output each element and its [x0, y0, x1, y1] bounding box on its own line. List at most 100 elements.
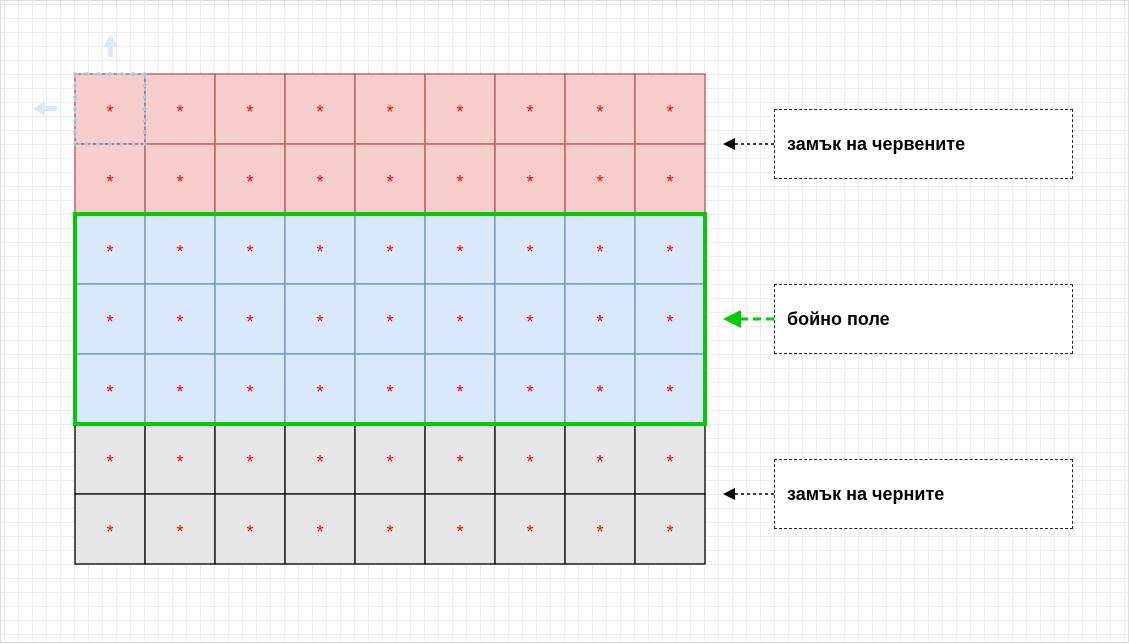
battlefield-cell-star: * [666, 242, 673, 262]
black-castle-cell [564, 493, 636, 565]
black-castle-cell [74, 493, 146, 565]
selection-handle-dot [73, 107, 77, 111]
red-castle-cell-star: * [176, 102, 183, 122]
selection-handle-dot [119, 142, 124, 146]
battlefield-cell [214, 213, 286, 285]
battlefield-cell [634, 283, 706, 355]
red-castle-cell-star: * [456, 102, 463, 122]
red-castle-cell-star: * [246, 172, 253, 192]
battlefield-cell-star: * [666, 382, 673, 402]
battlefield-label-box[interactable]: бойно поле [774, 284, 1073, 354]
red-castle-cell-star: * [526, 172, 533, 192]
black-castle-cell [144, 423, 216, 495]
battlefield-cell-star: * [316, 382, 323, 402]
battlefield-cell-star: * [106, 382, 113, 402]
battlefield-cell-star: * [526, 382, 533, 402]
selection-handle-dot [108, 142, 112, 146]
red-castle-cell [144, 143, 216, 215]
red-castle-cell-star: * [596, 102, 603, 122]
selection-handle-dot [84, 142, 89, 146]
battlefield-cell-star: * [106, 242, 113, 262]
black-castle-cell-star: * [106, 522, 113, 542]
battlefield-cell [424, 283, 496, 355]
selection-handle-dot [73, 130, 77, 135]
battlefield-cell [354, 213, 426, 285]
battlefield-cell [634, 353, 706, 425]
red-castle-cell-star: * [106, 172, 113, 192]
black-castle-cell-star: * [526, 522, 533, 542]
black-castle-cell-star: * [106, 452, 113, 472]
black-castle-cell-star: * [246, 522, 253, 542]
selection-handle-dot [143, 95, 147, 100]
black-castle-cell [354, 493, 426, 565]
battlefield-cell-star: * [106, 312, 113, 332]
selection-handle-dot [73, 72, 77, 76]
red-castle-cell [424, 73, 496, 145]
battlefield-cell-star: * [176, 382, 183, 402]
red-castle-cell [494, 143, 566, 215]
black-castle-cell [424, 493, 496, 565]
selection-handles [73, 72, 147, 146]
red-castle-arrow-icon [723, 138, 774, 150]
black-castle-label-box[interactable]: замък на черните [774, 459, 1073, 529]
black-castle-cell-star: * [386, 452, 393, 472]
red-castle-cell [494, 73, 566, 145]
red-castle-cell [564, 143, 636, 215]
battlefield-cell-star: * [316, 242, 323, 262]
red-castle-cell-star: * [316, 102, 323, 122]
selection-handle-dot [143, 107, 147, 111]
black-castle-cell [144, 493, 216, 565]
selection-handle-dot [143, 72, 147, 76]
black-castle-cell-star: * [666, 452, 673, 472]
arrow-up-icon [104, 34, 117, 57]
selection-handle-dot [73, 95, 77, 100]
red-castle-cell-star: * [316, 172, 323, 192]
battlefield-cell-star: * [176, 242, 183, 262]
battlefield-cell-star: * [526, 242, 533, 262]
battlefield-cell-star: * [456, 312, 463, 332]
battlefield-cell-star: * [246, 382, 253, 402]
battlefield-cell [564, 283, 636, 355]
battlefield-label: бойно поле [787, 308, 890, 329]
battlefield-cell [494, 213, 566, 285]
red-castle-cell [74, 73, 146, 145]
battlefield-cell-star: * [246, 242, 253, 262]
black-castle-label: замък на черните [787, 483, 945, 504]
selection-handle-dot [131, 142, 136, 146]
selection-handle-dot [143, 142, 147, 146]
black-castle-cell-star: * [596, 522, 603, 542]
selection-handle-dot [119, 72, 124, 76]
black-castle-cell-star: * [526, 452, 533, 472]
red-castle-cell-star: * [386, 102, 393, 122]
selection-handle-dot [96, 72, 101, 76]
battlefield-cell [74, 353, 146, 425]
battlefield-cell [354, 283, 426, 355]
black-castle-cell [284, 423, 356, 495]
battlefield-cell-star: * [456, 242, 463, 262]
battlefield-cell [214, 353, 286, 425]
red-castle-cell-star: * [596, 172, 603, 192]
black-castle-cell-star: * [316, 522, 323, 542]
black-castle-cell-star: * [596, 452, 603, 472]
red-castle-cell-star: * [176, 172, 183, 192]
black-castle-arrow-icon [723, 488, 774, 500]
selection-handle-dot [143, 130, 147, 135]
black-castle-cell-star: * [176, 452, 183, 472]
black-castle-cell [424, 423, 496, 495]
battlefield-cell [564, 213, 636, 285]
red-castle-label-box[interactable]: замък на червените [774, 109, 1073, 179]
red-castle-cell-star: * [456, 172, 463, 192]
black-castle-cell-star: * [316, 452, 323, 472]
black-castle-cell-star: * [456, 522, 463, 542]
red-castle-cell-star: * [666, 172, 673, 192]
red-castle-label: замък на червените [787, 133, 966, 154]
black-castle-cell-star: * [666, 522, 673, 542]
battlefield-cell-star: * [456, 382, 463, 402]
battlefield-cell-star: * [386, 242, 393, 262]
selection-handle-dot [73, 142, 77, 146]
selection-handle-dot [84, 72, 89, 76]
battlefield-cell [144, 213, 216, 285]
red-castle-cell-star: * [386, 172, 393, 192]
red-castle-zone: * * * * * * * * * * * * * * * * * * [74, 73, 706, 215]
